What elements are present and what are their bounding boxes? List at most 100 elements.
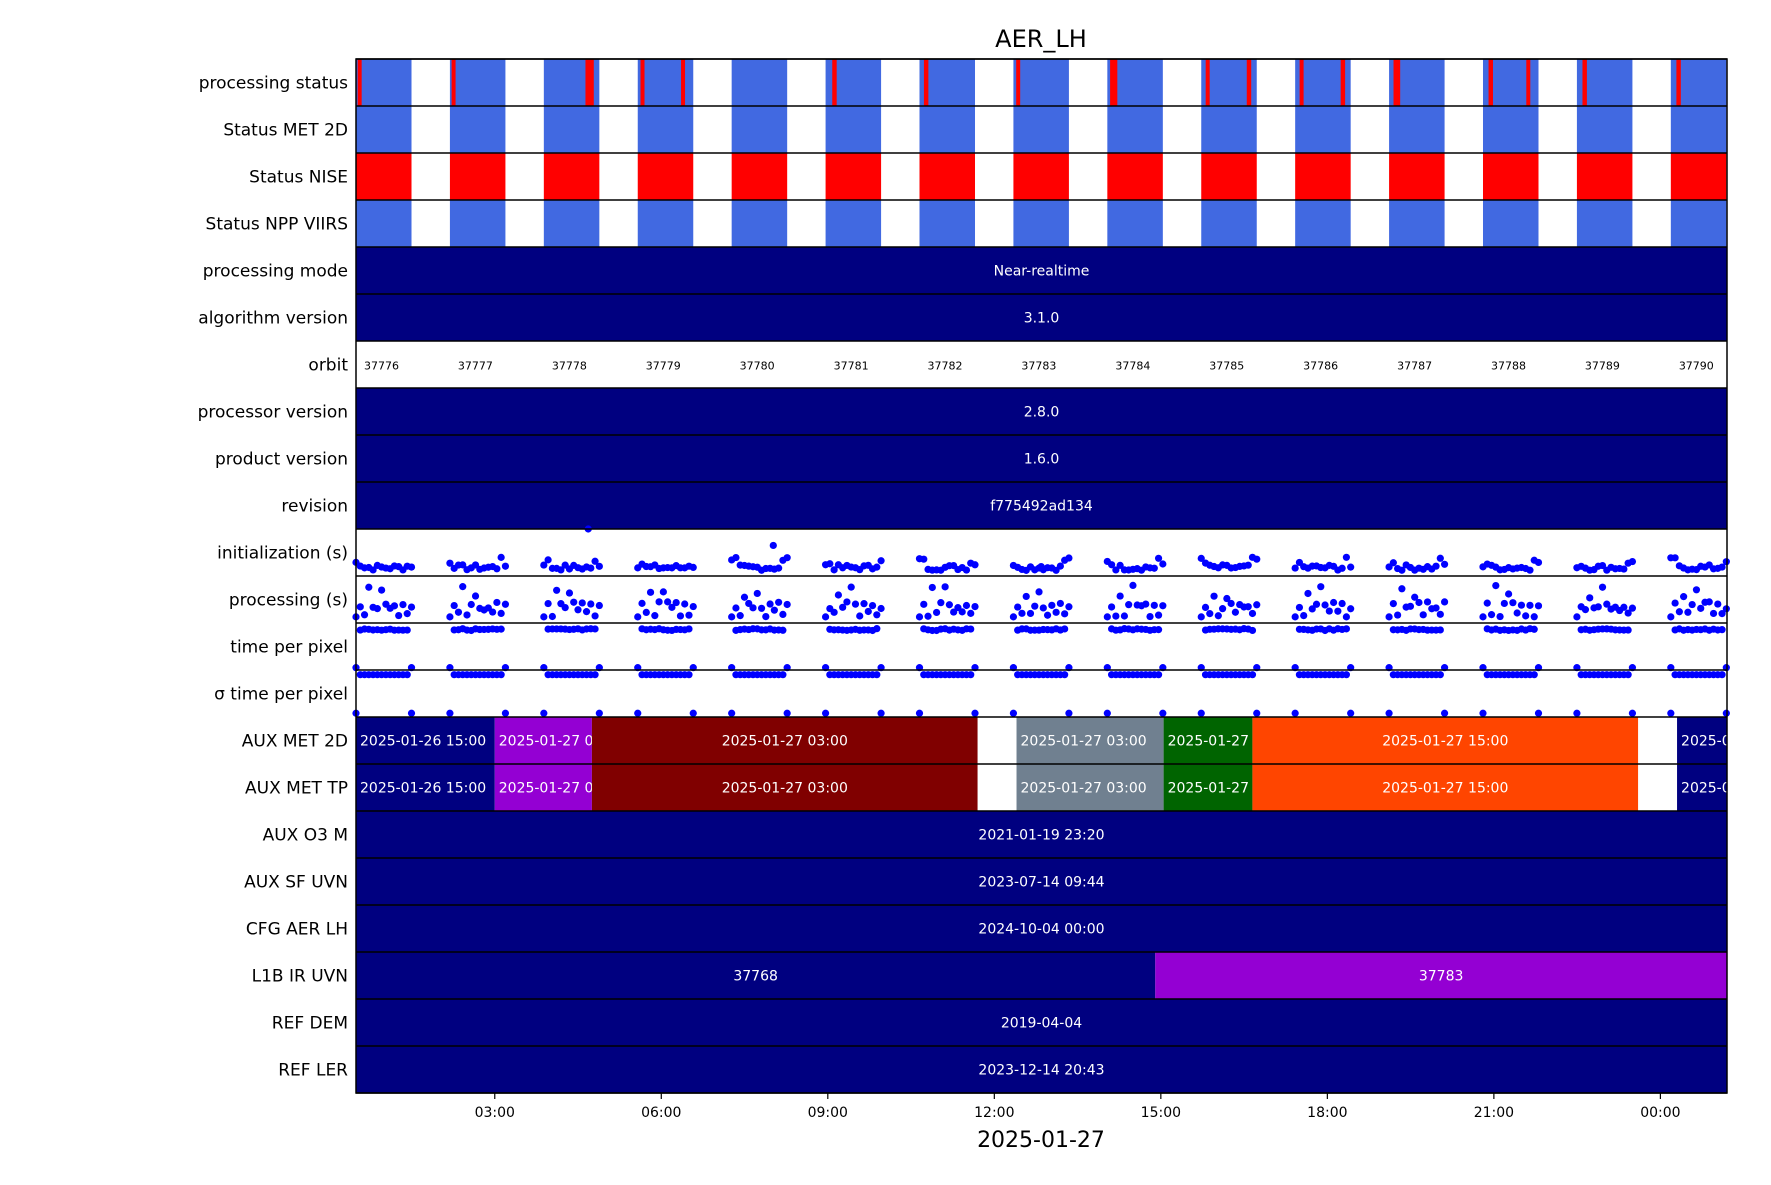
data-point xyxy=(740,593,749,601)
data-point xyxy=(1680,593,1688,601)
data-point xyxy=(378,586,386,594)
constant-bar xyxy=(356,811,1727,858)
data-point xyxy=(501,600,510,608)
status-bar xyxy=(356,59,412,106)
data-point xyxy=(407,709,416,717)
status-bar xyxy=(543,153,600,200)
data-point xyxy=(1526,601,1534,609)
data-point xyxy=(463,611,471,619)
data-point xyxy=(851,600,860,608)
row-aux-o3-m: AUX O3 M 2021-01-19 23:20 xyxy=(263,811,1727,858)
data-point xyxy=(1248,609,1257,618)
data-point xyxy=(1709,609,1718,618)
data-point xyxy=(1112,566,1120,574)
status-bar xyxy=(1389,106,1445,153)
data-point xyxy=(1624,671,1632,679)
row-status-nise: Status NISE xyxy=(249,153,1727,200)
data-point xyxy=(1291,564,1299,572)
data-point xyxy=(1487,611,1496,619)
data-point xyxy=(1505,590,1513,598)
data-point xyxy=(779,626,787,634)
row-label: product version xyxy=(215,450,348,470)
data-point xyxy=(1530,671,1538,679)
row-label: REF LER xyxy=(278,1061,348,1081)
data-point xyxy=(570,598,578,606)
data-point xyxy=(553,586,561,594)
segment-label: 2025-01-27 15:00 xyxy=(1681,781,1771,797)
data-point xyxy=(843,598,851,606)
data-point xyxy=(1022,592,1030,601)
data-point xyxy=(762,612,770,621)
constant-bar-label: 2023-07-14 09:44 xyxy=(978,875,1104,891)
row-orbit: orbit 37776 37777 37778 37779 37780 37781 37782… xyxy=(308,356,1713,376)
segment-bar xyxy=(1016,764,1164,811)
orbit-label: 37782 xyxy=(927,360,962,373)
data-point xyxy=(1586,594,1594,602)
status-bar xyxy=(1295,106,1351,153)
data-point xyxy=(582,608,591,616)
status-error-mark xyxy=(1016,59,1021,106)
data-point xyxy=(971,709,979,717)
data-point xyxy=(446,709,454,717)
data-point xyxy=(1581,606,1590,614)
row-l1b-ir-uvn: L1B IR UVN 37768 37783 xyxy=(252,952,1727,999)
data-point xyxy=(1304,589,1312,598)
data-point xyxy=(1329,598,1338,607)
data-point xyxy=(1385,613,1393,621)
data-point xyxy=(1594,603,1602,611)
data-point xyxy=(1018,609,1026,617)
status-bar xyxy=(1201,200,1257,247)
data-point xyxy=(1107,561,1116,569)
status-bar xyxy=(449,200,506,247)
constant-bar-label: 2021-01-19 23:20 xyxy=(978,828,1104,844)
status-bar xyxy=(637,153,694,200)
data-point xyxy=(1718,563,1726,571)
data-point xyxy=(1436,671,1444,679)
data-point xyxy=(1338,599,1346,608)
data-point xyxy=(1300,611,1308,620)
segment-label: 2025-01-26 15:00 xyxy=(360,734,486,750)
status-bar xyxy=(919,153,976,200)
data-point xyxy=(1154,554,1163,562)
data-point xyxy=(1347,563,1355,571)
data-point xyxy=(749,604,757,612)
data-point xyxy=(1440,709,1449,717)
data-point xyxy=(920,555,928,563)
row--time-per-pixel: σ time per pixel xyxy=(214,671,1730,717)
data-point xyxy=(1598,583,1607,591)
status-bar xyxy=(919,200,976,247)
segment-bar xyxy=(591,764,978,811)
data-point xyxy=(471,592,480,600)
data-point xyxy=(1415,598,1423,607)
data-point xyxy=(1628,604,1637,612)
row-revision: revision f775492ad134 xyxy=(281,482,1727,529)
x-tick-label: 00:00 xyxy=(1640,1105,1680,1121)
row-aux-met-tp: AUX MET TP 2025-01-26 15:00 2025-01-27 03:… xyxy=(245,764,1771,811)
data-point xyxy=(459,583,467,591)
data-point xyxy=(1048,601,1056,609)
data-point xyxy=(1061,625,1069,633)
row-cfg-aer-lh: CFG AER LH 2024-10-04 00:00 xyxy=(246,905,1727,952)
constant-bar xyxy=(356,1046,1727,1093)
data-point xyxy=(1620,603,1628,611)
data-point xyxy=(493,565,501,573)
segment-label: 2025-01-27 03:00 xyxy=(1021,734,1147,750)
data-point xyxy=(1526,566,1534,574)
data-point xyxy=(1436,626,1444,634)
segment-label: 2025-01-27 15:00 xyxy=(1382,734,1508,750)
data-point xyxy=(1253,555,1261,563)
data-point xyxy=(689,602,697,611)
row-label: Status NPP VIIRS xyxy=(206,215,348,235)
data-point xyxy=(769,541,777,550)
data-point xyxy=(403,610,411,618)
data-point xyxy=(403,671,411,679)
row-label: Status MET 2D xyxy=(223,121,348,141)
data-point xyxy=(1509,599,1517,607)
data-point xyxy=(664,598,672,606)
status-bar xyxy=(1576,200,1633,247)
row-aux-sf-uvn: AUX SF UVN 2023-07-14 09:44 xyxy=(244,858,1727,905)
data-point xyxy=(1513,609,1521,617)
data-point xyxy=(634,613,642,621)
data-point xyxy=(591,557,599,565)
data-point xyxy=(1688,600,1696,609)
